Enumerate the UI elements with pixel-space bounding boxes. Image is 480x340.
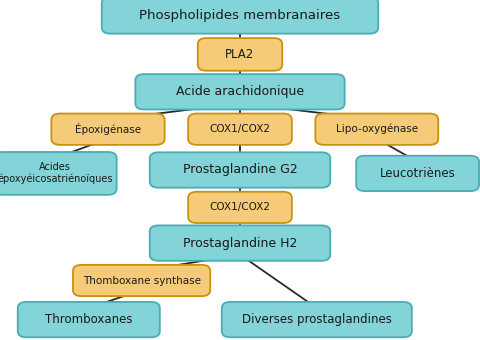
FancyBboxPatch shape bbox=[198, 38, 282, 71]
Text: Thomboxane synthase: Thomboxane synthase bbox=[83, 275, 201, 286]
FancyBboxPatch shape bbox=[0, 152, 117, 195]
Text: Phospholipides membranaires: Phospholipides membranaires bbox=[139, 9, 341, 22]
Text: Prostaglandine H2: Prostaglandine H2 bbox=[183, 237, 297, 250]
FancyBboxPatch shape bbox=[102, 0, 378, 34]
Text: Diverses prostaglandines: Diverses prostaglandines bbox=[242, 313, 392, 326]
FancyBboxPatch shape bbox=[73, 265, 210, 296]
Text: PLA2: PLA2 bbox=[226, 48, 254, 61]
Text: Acides
époxyéicosatriénoïques: Acides époxyéicosatriénoïques bbox=[0, 162, 113, 185]
Text: Époxigénase: Époxigénase bbox=[75, 123, 141, 135]
FancyBboxPatch shape bbox=[18, 302, 160, 337]
FancyBboxPatch shape bbox=[315, 114, 438, 145]
Text: COX1/COX2: COX1/COX2 bbox=[209, 124, 271, 134]
FancyBboxPatch shape bbox=[356, 156, 479, 191]
Text: COX1/COX2: COX1/COX2 bbox=[209, 202, 271, 212]
Text: Prostaglandine G2: Prostaglandine G2 bbox=[182, 164, 298, 176]
FancyBboxPatch shape bbox=[135, 74, 345, 109]
FancyBboxPatch shape bbox=[150, 225, 330, 261]
Text: Acide arachidonique: Acide arachidonique bbox=[176, 85, 304, 98]
FancyBboxPatch shape bbox=[51, 114, 165, 145]
FancyBboxPatch shape bbox=[222, 302, 412, 337]
Text: Lipo-oxygénase: Lipo-oxygénase bbox=[336, 124, 418, 134]
FancyBboxPatch shape bbox=[188, 192, 292, 223]
Text: Thromboxanes: Thromboxanes bbox=[45, 313, 132, 326]
FancyBboxPatch shape bbox=[188, 114, 292, 145]
FancyBboxPatch shape bbox=[150, 152, 330, 188]
Text: Leucotriènes: Leucotriènes bbox=[380, 167, 456, 180]
